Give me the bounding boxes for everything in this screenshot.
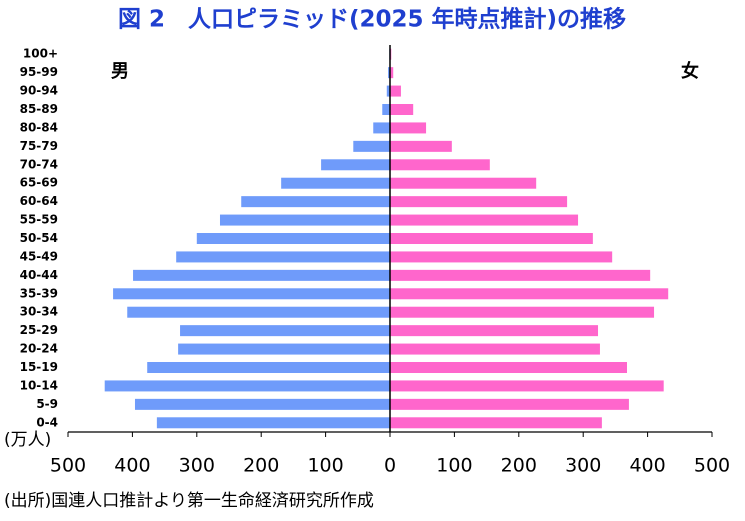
y-tick-label: 95-99 <box>20 65 58 79</box>
x-tick-label: 0 <box>384 455 396 477</box>
y-tick-label: 60-64 <box>20 194 58 208</box>
bar <box>390 306 655 318</box>
bar <box>390 269 651 281</box>
y-tick-label: 20-24 <box>20 342 58 356</box>
y-tick-label: 30-34 <box>20 305 58 319</box>
y-tick-label: 100+ <box>23 47 58 61</box>
y-tick-label: 75-79 <box>20 139 58 153</box>
bar <box>390 380 664 392</box>
chart-title: 図 2 人口ピラミッド(2025 年時点推計)の推移 <box>118 6 626 33</box>
y-tick-label: 40-44 <box>20 268 58 282</box>
bar <box>147 362 390 373</box>
y-tick-label: 90-94 <box>20 84 58 98</box>
bar <box>390 122 427 134</box>
y-tick-label: 85-89 <box>20 102 58 116</box>
bar <box>390 398 629 410</box>
y-tick-label: 65-69 <box>20 176 58 190</box>
bar <box>390 233 593 244</box>
y-tick-label: 45-49 <box>20 249 58 263</box>
x-tick-label: 100 <box>307 455 343 477</box>
bar <box>390 325 599 337</box>
x-tick-label: 300 <box>565 455 601 477</box>
bar <box>127 306 391 318</box>
bar <box>133 269 390 281</box>
y-tick-label: 70-74 <box>20 157 58 171</box>
bar <box>390 343 600 355</box>
bar <box>104 380 390 392</box>
x-tick-label: 500 <box>50 455 86 477</box>
x-tick-label: 200 <box>243 455 279 477</box>
legend-label: 女 <box>681 60 699 82</box>
source-note: (出所)国連人口推計より第一生命経済研究所作成 <box>4 491 374 511</box>
bar <box>281 177 390 189</box>
x-tick-label: 300 <box>179 455 215 477</box>
bar <box>390 177 537 189</box>
bar <box>321 159 390 171</box>
bar <box>390 288 669 300</box>
bar <box>390 251 613 263</box>
unit-label: (万人) <box>4 430 51 450</box>
bar <box>388 67 390 79</box>
y-tick-label: 25-29 <box>20 323 58 337</box>
bar <box>219 214 390 226</box>
y-tick-label: 5-9 <box>36 397 58 411</box>
bar <box>390 159 490 171</box>
bar <box>390 85 401 97</box>
x-tick-label: 400 <box>114 455 150 477</box>
bar <box>196 233 390 244</box>
y-tick-label: 55-59 <box>20 213 58 227</box>
bar <box>113 288 390 300</box>
bar <box>134 398 390 410</box>
bar <box>390 362 627 373</box>
bar <box>390 140 452 152</box>
bar <box>241 196 390 208</box>
y-tick-label: 15-19 <box>20 360 58 374</box>
bar <box>390 196 568 208</box>
x-tick-label: 100 <box>436 455 472 477</box>
bar <box>386 85 390 97</box>
y-tick-label: 35-39 <box>20 286 58 300</box>
bar <box>176 251 390 263</box>
x-tick-label: 500 <box>694 455 730 477</box>
bar <box>180 325 390 337</box>
bar <box>382 104 390 115</box>
y-tick-label: 10-14 <box>20 378 58 392</box>
bar <box>353 140 390 152</box>
bar <box>390 214 579 226</box>
y-tick-label: 0-4 <box>36 415 58 429</box>
x-tick-label: 400 <box>629 455 665 477</box>
bar <box>156 417 390 429</box>
bar <box>373 122 390 134</box>
y-tick-label: 50-54 <box>20 231 58 245</box>
x-tick-label: 200 <box>501 455 537 477</box>
bar <box>390 417 602 429</box>
y-tick-label: 80-84 <box>20 120 58 134</box>
bar <box>390 67 394 79</box>
legend-label: 男 <box>111 61 129 82</box>
bar <box>178 343 390 355</box>
bar <box>390 104 414 115</box>
